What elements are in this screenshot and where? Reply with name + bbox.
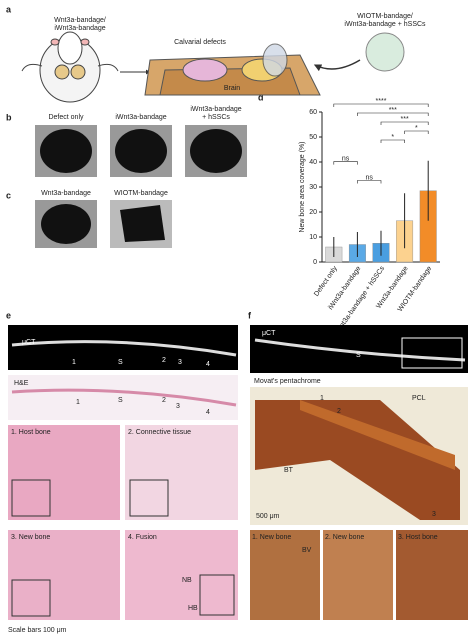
significance-bracket (404, 130, 429, 134)
image-label: 1. New bone (252, 534, 291, 541)
image-label: iWnt3a-bandage (115, 114, 166, 121)
significance-bracket (357, 112, 429, 116)
annotation: 1 (320, 395, 324, 402)
y-tick-label: 40 (309, 159, 317, 166)
annotation: S (356, 352, 361, 359)
significance-label: * (391, 134, 394, 141)
annotation: 2 (162, 397, 166, 404)
panel-label: d (258, 92, 264, 102)
scale-label: 500 μm (256, 513, 280, 520)
y-tick-label: 50 (309, 134, 317, 141)
annotation: S (118, 397, 123, 404)
significance-label: *** (389, 107, 397, 114)
panel-label: a (6, 4, 12, 14)
annotation: S (118, 359, 123, 366)
annotation: 1 (72, 359, 76, 366)
panel-label: e (6, 310, 11, 320)
significance-label: ns (365, 174, 373, 181)
significance-label: *** (401, 116, 409, 123)
significance-bracket (380, 139, 405, 143)
annotation: PCL (412, 395, 426, 402)
annotation: 1 (76, 399, 80, 406)
annotation: BV (302, 547, 312, 554)
significance-bracket (333, 161, 358, 165)
image-label: iWnt3a-bandage (190, 106, 241, 113)
mouse-illustration (21, 31, 151, 103)
annotation: 3 (176, 403, 180, 410)
image-label: WIOTM-bandage (114, 190, 168, 197)
y-tick-label: 30 (309, 184, 317, 191)
panel-label: c (6, 190, 11, 200)
y-axis-title: New bone area coverage (%) (299, 141, 306, 232)
significance-bracket (357, 180, 382, 184)
image-label: 3. Host bone (398, 534, 438, 541)
image-label: 2. New bone (325, 534, 364, 541)
image-label: 1. Host bone (11, 429, 51, 436)
y-tick-label: 20 (309, 209, 317, 216)
significance-label: * (415, 125, 418, 132)
significance-bracket (333, 103, 429, 107)
annotation: iWnt3a-bandage + hSSCs (344, 21, 426, 28)
image-label: Defect only (48, 114, 84, 121)
annotation: 2 (162, 357, 166, 364)
y-tick-label: 60 (309, 109, 317, 116)
x-tick-label: Defect only (313, 265, 339, 298)
annotation: Movat's pentachrome (254, 378, 321, 385)
annotation: Brain (224, 85, 240, 92)
panel-label: f (248, 310, 252, 320)
significance-label: **** (376, 98, 387, 105)
annotation: μCT (22, 339, 36, 346)
annotation: 3 (432, 511, 436, 518)
ct-images (35, 125, 247, 248)
annotation: 4 (206, 409, 210, 416)
annotation: μCT (262, 330, 276, 337)
annotation: 3 (178, 359, 182, 366)
y-tick-label: 10 (309, 234, 317, 241)
significance-label: ns (342, 155, 350, 162)
histology-f (250, 325, 468, 620)
image-label: Wnt3a-bandage (41, 190, 91, 197)
annotation: HB (188, 605, 198, 612)
annotation: iWnt3a-bandage (54, 25, 105, 32)
image-label: 4. Fusion (128, 534, 157, 541)
scale-label: Scale bars 100 μm (8, 627, 67, 634)
annotation: H&E (14, 380, 29, 387)
image-label: 3. New bone (11, 534, 50, 541)
panel-label: b (6, 112, 12, 122)
annotation: Wnt3a-bandage/ (54, 17, 106, 24)
annotation: NB (182, 577, 192, 584)
bar-chart: 0 10 20 30 40 50 60 New bone area coverage (%) D… (299, 98, 440, 336)
annotation: 4 (206, 361, 210, 368)
y-tick-label: 0 (313, 259, 317, 266)
histology-e (8, 325, 238, 620)
image-label: 2. Connective tissue (128, 429, 191, 436)
annotation: Calvarial defects (174, 39, 226, 46)
annotation: WIOTM-bandage/ (357, 13, 413, 20)
skull-illustration (144, 32, 405, 96)
annotation: 2 (337, 408, 341, 415)
annotation: BT (284, 467, 294, 474)
image-label: + hSSCs (202, 114, 230, 121)
significance-bracket (380, 121, 429, 125)
